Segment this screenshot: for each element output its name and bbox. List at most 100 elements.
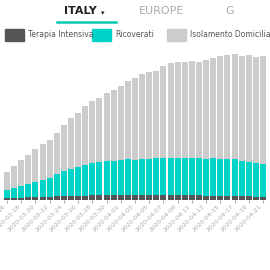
Text: EUROPE: EUROPE [139,6,185,16]
Bar [39,180,46,197]
Bar [239,161,245,196]
Bar [18,160,24,185]
Bar [75,167,81,196]
Bar [18,198,24,200]
Bar [253,57,259,163]
Bar [189,61,195,158]
Bar [232,196,238,200]
Bar [146,159,152,195]
Bar [168,63,174,158]
Bar [168,158,174,195]
Bar [125,195,131,200]
Bar [210,158,216,196]
Bar [132,160,138,195]
Bar [203,60,209,159]
Bar [89,163,95,195]
Bar [168,195,174,200]
Bar [175,158,181,195]
Bar [246,196,252,200]
Bar [139,195,145,200]
Bar [92,29,111,41]
Bar [82,195,88,200]
Bar [103,93,110,161]
Text: Ricoverati: Ricoverati [115,30,154,39]
Bar [96,98,102,162]
Bar [224,55,231,159]
Bar [82,165,88,195]
Bar [4,198,10,200]
Bar [54,174,60,196]
Bar [111,195,117,200]
Bar [18,185,24,198]
Bar [260,164,266,197]
Bar [118,86,124,160]
Bar [89,101,95,163]
Bar [246,55,252,162]
Bar [224,159,231,196]
Bar [182,62,188,158]
Bar [32,197,38,200]
Bar [47,197,53,200]
Bar [182,158,188,195]
Bar [82,106,88,165]
Bar [96,162,102,195]
Bar [217,56,223,159]
Bar [210,196,216,200]
Bar [139,74,145,159]
Bar [253,163,259,197]
Bar [182,195,188,200]
Bar [210,58,216,158]
Bar [203,159,209,195]
Bar [39,144,46,180]
Bar [68,168,74,196]
Bar [160,195,167,200]
Bar [196,158,202,195]
Bar [111,161,117,195]
Bar [153,158,159,195]
Bar [239,56,245,161]
Bar [224,196,231,200]
Bar [5,29,24,41]
Bar [260,56,266,164]
Bar [118,160,124,195]
Bar [32,149,38,182]
Bar [132,78,138,160]
Bar [103,195,110,200]
Bar [61,196,67,200]
Bar [89,195,95,200]
Bar [189,195,195,200]
Bar [139,159,145,195]
Bar [217,159,223,196]
Bar [103,161,110,195]
Bar [68,196,74,200]
Bar [167,29,186,41]
Bar [232,54,238,159]
Bar [239,196,245,200]
Bar [160,66,167,158]
Bar [54,196,60,200]
Bar [39,197,46,200]
Bar [160,158,167,195]
Bar [32,182,38,197]
Bar [203,195,209,200]
Bar [11,166,17,188]
Bar [96,195,102,200]
Bar [189,158,195,195]
Bar [196,195,202,200]
Bar [4,190,10,198]
Bar [61,171,67,196]
Bar [125,81,131,159]
Bar [4,171,10,190]
Bar [153,71,159,158]
Text: Terapia Intensiva: Terapia Intensiva [28,30,94,39]
Bar [118,195,124,200]
Text: Isolamento Domiciliare: Isolamento Domiciliare [190,30,270,39]
Bar [54,133,60,174]
Bar [11,198,17,200]
Bar [47,178,53,197]
Bar [146,195,152,200]
Bar [68,118,74,168]
Bar [253,197,259,200]
Text: ITALY: ITALY [65,6,97,16]
Bar [25,155,31,184]
